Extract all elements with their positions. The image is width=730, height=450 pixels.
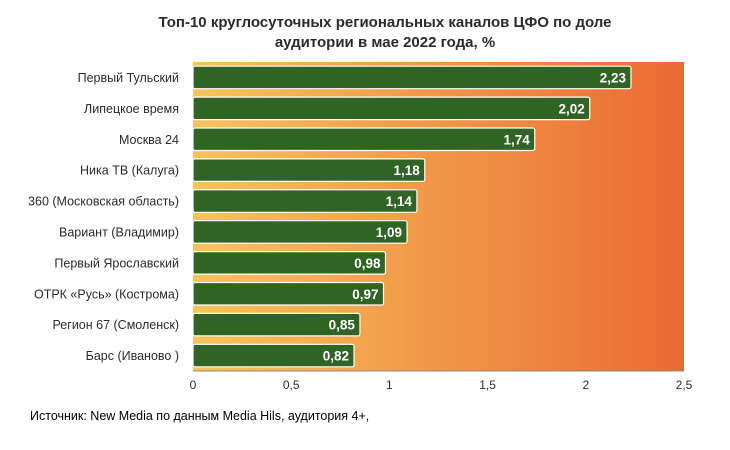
category-label: Барс (Иваново ) bbox=[86, 349, 179, 363]
category-label: Вариант (Владимир) bbox=[59, 225, 179, 239]
bar-value-label: 0,97 bbox=[352, 287, 378, 302]
bar bbox=[192, 96, 591, 121]
bar bbox=[192, 189, 418, 213]
x-tick-label: 2,5 bbox=[676, 378, 693, 392]
category-label: 360 (Московская область) bbox=[28, 195, 179, 209]
bar bbox=[192, 127, 536, 152]
bar-value-label: 2,23 bbox=[600, 70, 627, 85]
bar-value-label: 0,82 bbox=[323, 349, 349, 364]
category-label: Первый Тульский bbox=[78, 71, 179, 85]
category-label: Москва 24 bbox=[119, 133, 179, 147]
bar-value-label: 2,02 bbox=[558, 101, 584, 116]
bar-value-label: 1,74 bbox=[503, 132, 530, 147]
bar bbox=[192, 251, 387, 275]
category-label: Липецкое время bbox=[84, 102, 179, 116]
category-label: ОТРК «Русь» (Кострома) bbox=[34, 287, 179, 301]
bar-value-label: 0,98 bbox=[354, 256, 381, 271]
x-tick-label: 0 bbox=[190, 378, 197, 392]
bar-value-label: 1,09 bbox=[376, 225, 402, 240]
bar-value-label: 1,18 bbox=[393, 163, 420, 178]
x-tick-label: 0,5 bbox=[283, 378, 300, 392]
category-label: Первый Ярославский bbox=[54, 256, 179, 270]
category-label: Регион 67 (Смоленск) bbox=[53, 318, 179, 332]
bar bbox=[192, 158, 426, 182]
bar-value-label: 1,14 bbox=[386, 194, 413, 209]
bar bbox=[192, 312, 361, 337]
category-label: Ника ТВ (Калуга) bbox=[80, 164, 179, 178]
chart-title: Топ-10 круглосуточных региональных канал… bbox=[158, 14, 612, 51]
x-tick-label: 1 bbox=[386, 378, 393, 392]
bar bbox=[192, 220, 408, 244]
x-tick-label: 2 bbox=[582, 378, 589, 392]
source-note: Источник: New Media по данным Media Hils… bbox=[30, 409, 370, 423]
x-tick-label: 1,5 bbox=[479, 378, 496, 392]
bar-value-label: 0,85 bbox=[329, 318, 356, 333]
bar bbox=[192, 281, 385, 306]
bar bbox=[192, 343, 355, 368]
bar bbox=[192, 65, 632, 90]
